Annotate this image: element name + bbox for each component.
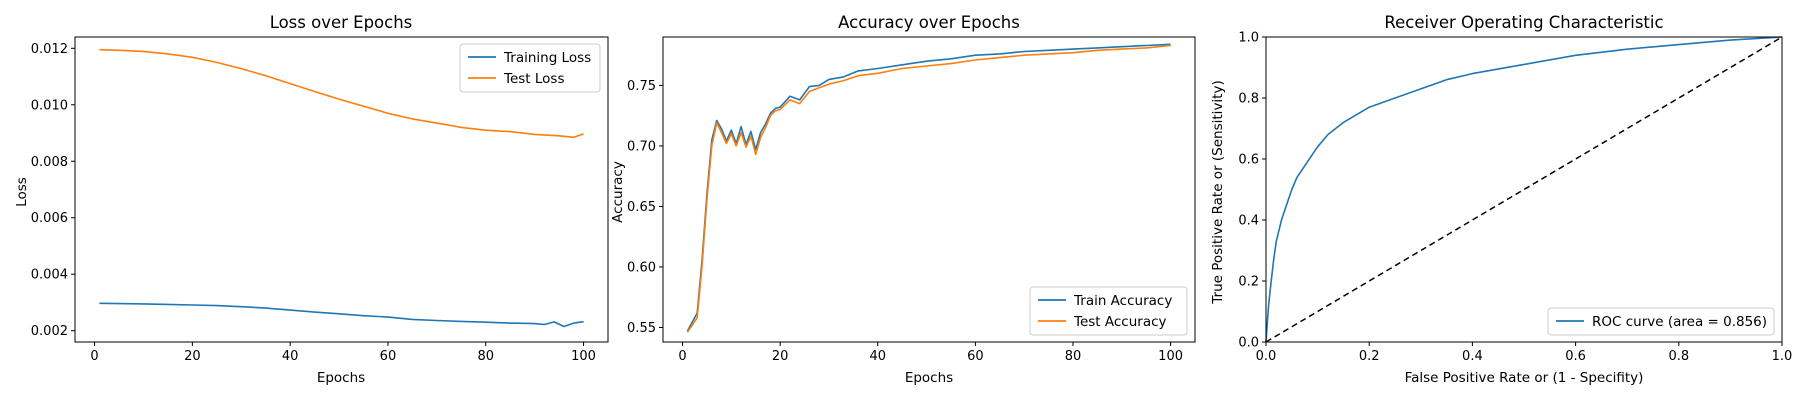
loss-axes-frame: [74, 36, 609, 343]
loss-x-axis-label: Epochs: [317, 370, 365, 386]
loss-chart-panel: Loss over Epochs Epochs Loss: [14, 13, 412, 386]
accuracy-series-line-1: [686, 44, 1171, 333]
loss-x-tick-label: 20: [184, 349, 201, 364]
accuracy-axes-frame: [662, 36, 1196, 343]
loss-y-tick-label: 0.010: [31, 98, 68, 113]
loss-y-tick-label: 0.012: [31, 42, 68, 57]
accuracy-plot-area: 0 20 40 60 80 100 0.55 0.60 0.65 0.70 0.75 Train Ac…: [627, 36, 1196, 364]
accuracy-legend-label: Test Accuracy: [1073, 314, 1167, 330]
accuracy-legend: Train Accuracy Test Accuracy: [1029, 286, 1188, 336]
roc-series-line-0: [1265, 36, 1783, 343]
roc-y-tick-label: 0.8: [1238, 92, 1259, 107]
loss-legend-label: Test Loss: [503, 71, 565, 87]
roc-chart-panel: Receiver Operating Characteristic False …: [1210, 13, 1664, 386]
loss-y-tick-label: 0.008: [31, 155, 68, 170]
roc-x-axis-label: False Positive Rate or (1 - Specifity): [1405, 370, 1644, 386]
accuracy-x-tick-label: 60: [967, 349, 984, 364]
accuracy-chart-panel: Accuracy over Epochs Epochs Accuracy: [610, 13, 1020, 386]
loss-x-tick-label: 100: [571, 349, 596, 364]
accuracy-y-tick-label: 0.70: [627, 139, 656, 154]
roc-plot-area: 0.0 0.2 0.4 0.6 0.8 1.0 0.0 0.2 0.4 0.6 0.8 1.0 ROC …: [1238, 31, 1792, 365]
loss-chart-title: Loss over Epochs: [270, 13, 413, 32]
accuracy-x-tick-label: 40: [869, 349, 886, 364]
accuracy-y-tick-label: 0.65: [627, 200, 656, 215]
loss-y-axis-label: Loss: [14, 177, 30, 207]
accuracy-legend-box: [1029, 286, 1188, 336]
roc-y-tick-label: 0.2: [1238, 275, 1259, 290]
roc-legend: ROC curve (area = 0.856): [1547, 307, 1775, 336]
loss-legend-label: Training Loss: [503, 50, 591, 66]
roc-x-tick-label: 0.6: [1565, 349, 1586, 364]
roc-legend-box: [1547, 307, 1775, 336]
accuracy-legend-label: Train Accuracy: [1073, 293, 1172, 309]
accuracy-x-tick-label: 0: [678, 349, 686, 364]
accuracy-y-tick-label: 0.60: [627, 260, 656, 275]
roc-y-tick-label: 1.0: [1238, 31, 1259, 46]
roc-y-tick-label: 0.6: [1238, 153, 1259, 168]
accuracy-series-line-0: [686, 43, 1171, 332]
roc-x-tick-label: 0.2: [1359, 349, 1380, 364]
loss-x-tick-label: 80: [477, 349, 494, 364]
loss-x-tick-label: 40: [282, 349, 299, 364]
loss-y-tick-label: 0.004: [31, 268, 68, 283]
roc-y-tick-label: 0.4: [1238, 214, 1259, 229]
roc-legend-label: ROC curve (area = 0.856): [1592, 314, 1767, 330]
roc-x-tick-label: 0.8: [1668, 349, 1689, 364]
accuracy-y-tick-label: 0.55: [627, 321, 656, 336]
roc-chart-title: Receiver Operating Characteristic: [1384, 13, 1663, 32]
loss-x-tick-label: 0: [90, 349, 98, 364]
loss-series-line-1: [99, 48, 584, 139]
accuracy-x-tick-label: 100: [1158, 349, 1183, 364]
loss-x-tick-label: 60: [380, 349, 397, 364]
loss-legend-box: [459, 43, 601, 93]
loss-plot-area: 0 20 40 60 80 100 0.002 0.004 0.006 0.008 0.010 0.0…: [31, 36, 609, 364]
roc-x-tick-label: 0.0: [1256, 349, 1277, 364]
accuracy-y-tick-label: 0.75: [627, 79, 656, 94]
accuracy-x-tick-label: 20: [772, 349, 789, 364]
roc-y-tick-label: 0.0: [1238, 336, 1259, 351]
accuracy-y-axis-label: Accuracy: [610, 161, 626, 223]
loss-y-tick-label: 0.002: [31, 324, 68, 339]
loss-y-tick-label: 0.006: [31, 211, 68, 226]
accuracy-x-axis-label: Epochs: [905, 370, 953, 386]
loss-series-line-0: [99, 302, 584, 328]
chart-marks-layer: 0 20 40 60 80 100 0.002 0.004 0.006 0.008 0.010 0.0…: [31, 31, 1793, 365]
roc-y-axis-label: True Positive Rate or (Sensitivity): [1210, 80, 1226, 304]
roc-axes-frame: [1265, 36, 1783, 343]
roc-x-tick-label: 0.4: [1462, 349, 1483, 364]
loss-legend: Training Loss Test Loss: [459, 43, 601, 93]
accuracy-chart-title: Accuracy over Epochs: [838, 13, 1020, 32]
roc-x-tick-label: 1.0: [1772, 349, 1793, 364]
accuracy-x-tick-label: 80: [1065, 349, 1082, 364]
